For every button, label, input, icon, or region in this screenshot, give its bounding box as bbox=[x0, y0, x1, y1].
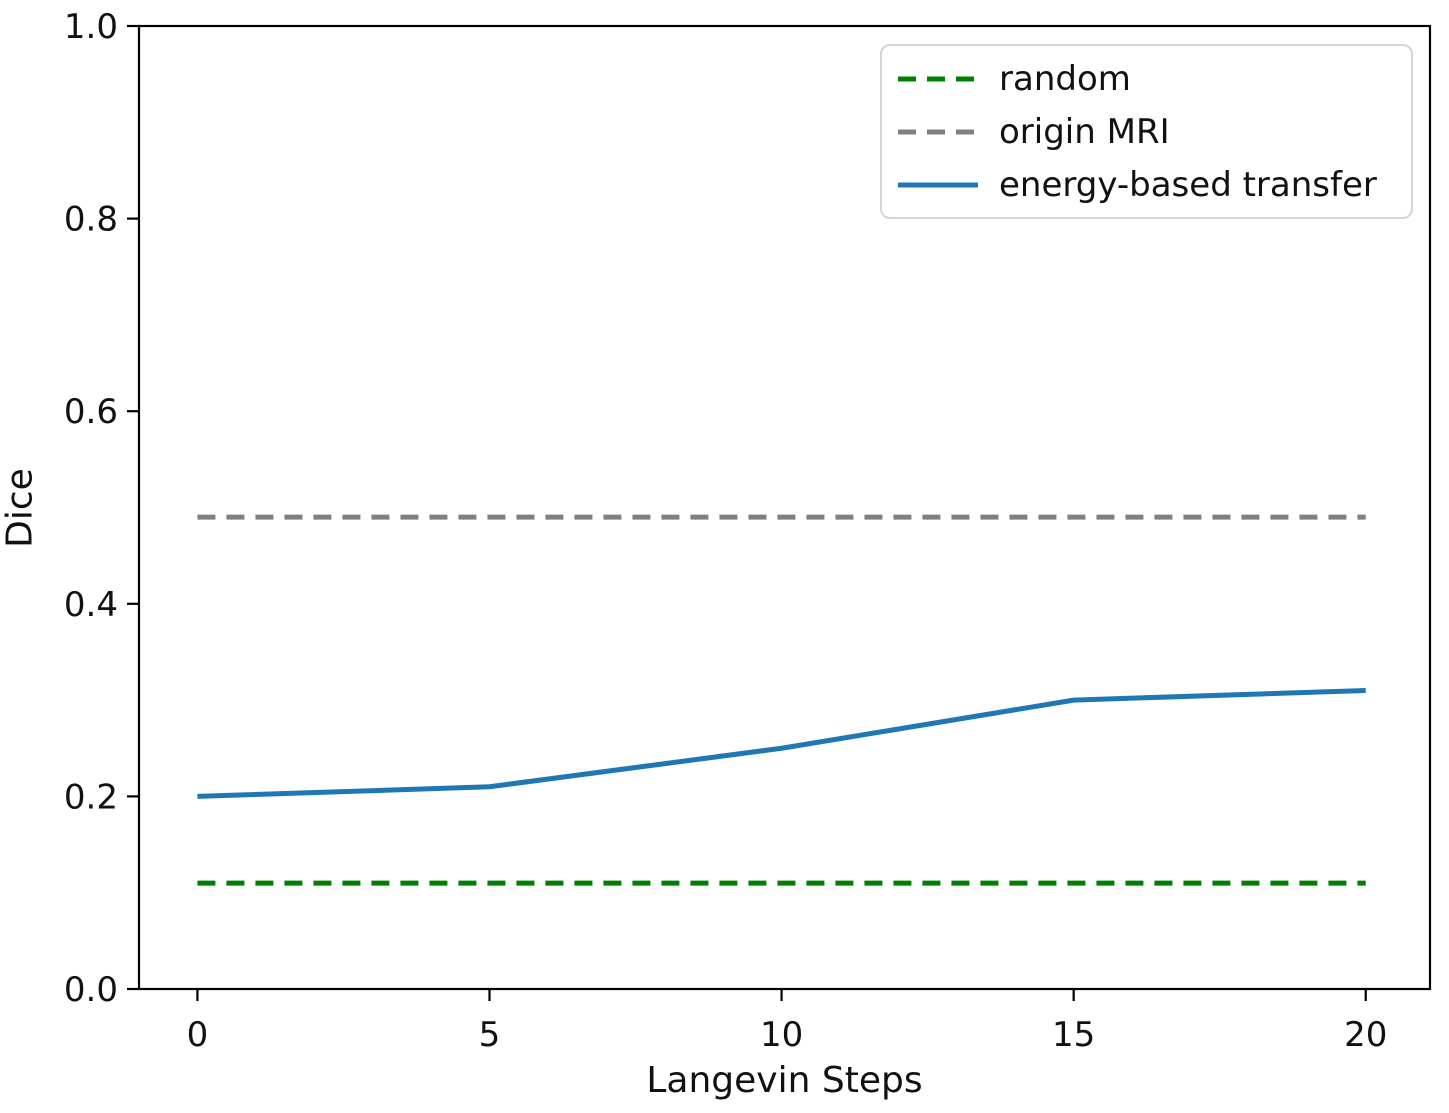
y-tick-label: 0.4 bbox=[64, 585, 118, 625]
plot-spines bbox=[137, 24, 1432, 991]
legend-item-origin-mri: origin MRI bbox=[897, 112, 1411, 152]
legend-label-energy-based-transfer: energy-based transfer bbox=[999, 164, 1377, 205]
legend-item-random: random bbox=[897, 59, 1411, 99]
x-tick-label: 5 bbox=[479, 1015, 501, 1055]
y-axis-label: Dice bbox=[0, 468, 41, 548]
legend-label-origin-mri: origin MRI bbox=[999, 111, 1170, 152]
x-axis-label: Langevin Steps bbox=[646, 1060, 923, 1101]
y-tick-label: 0.2 bbox=[64, 777, 118, 817]
legend-label-random: random bbox=[999, 58, 1131, 99]
y-tick-label: 1.0 bbox=[64, 7, 118, 47]
x-tick-label: 20 bbox=[1344, 1015, 1387, 1055]
y-tick-label: 0.6 bbox=[64, 392, 118, 432]
legend-line-sample-energy-based-transfer bbox=[898, 182, 978, 187]
y-axis: 0.0 0.2 0.4 0.6 0.8 1.0 bbox=[64, 7, 139, 1010]
x-tick-label: 15 bbox=[1052, 1015, 1095, 1055]
legend-item-energy-based-transfer: energy-based transfer bbox=[897, 165, 1411, 205]
series-group bbox=[197, 514, 1366, 886]
x-tick-label: 10 bbox=[760, 1015, 803, 1055]
y-tick-label: 0.8 bbox=[64, 200, 118, 240]
line-energy-based-transfer bbox=[197, 687, 1366, 799]
y-tick-label: 0.0 bbox=[64, 970, 118, 1010]
x-tick-label: 0 bbox=[187, 1015, 209, 1055]
legend: random origin MRI energy-based transfer bbox=[880, 44, 1413, 219]
legend-line-sample-random bbox=[898, 76, 978, 81]
x-axis: 0 5 10 15 20 bbox=[187, 989, 1387, 1055]
legend-line-sample-origin-mri bbox=[898, 129, 978, 134]
